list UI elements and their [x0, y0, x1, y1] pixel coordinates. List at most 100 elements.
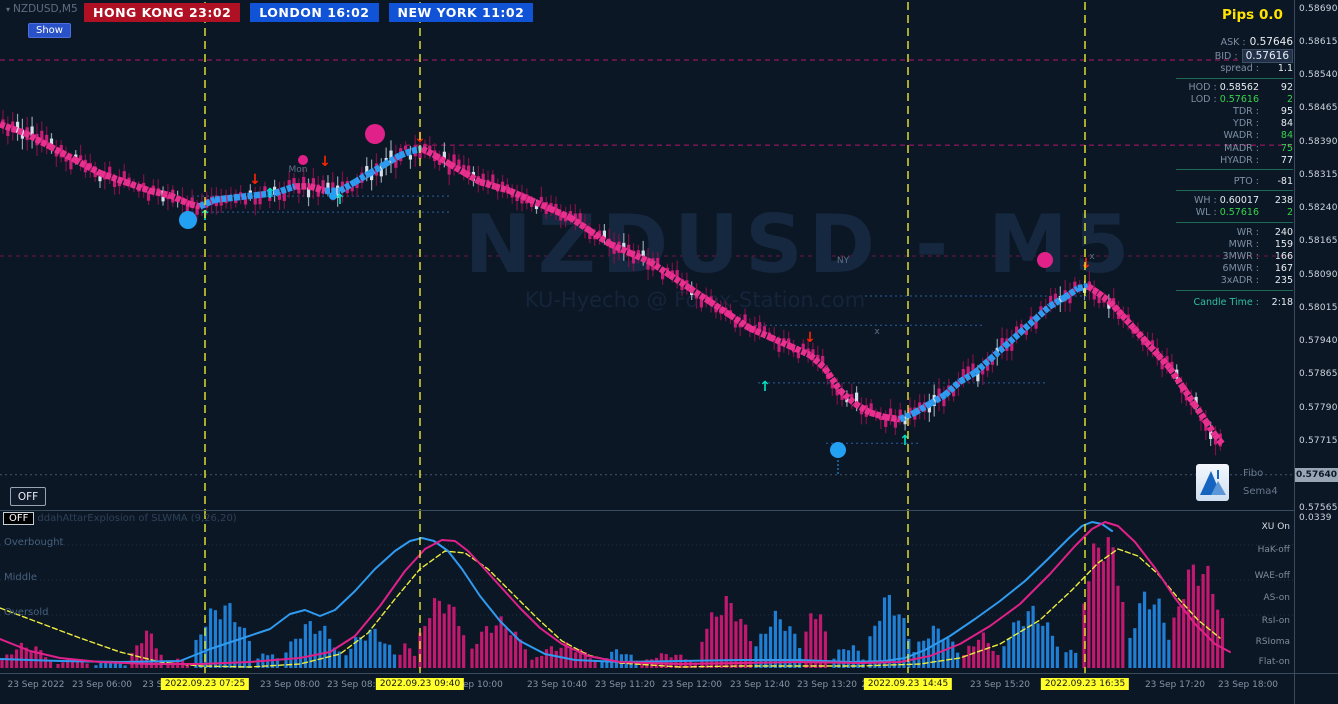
- main-off-button[interactable]: OFF: [10, 487, 46, 506]
- pips-label: Pips 0.0: [1222, 7, 1283, 23]
- time-tick: Sep 10:00: [457, 680, 503, 690]
- stats-panel: ASK :0.57646 BID :0.57616 spread :1.1 HOD :…: [1176, 36, 1293, 309]
- chevron-down-icon: ▾: [6, 5, 11, 14]
- stat-row-wh: WH :0.60017 238: [1193, 195, 1293, 207]
- buy-arrow-icon: ↑: [759, 379, 771, 395]
- stat-row-lod: LOD :0.57616 2: [1190, 93, 1293, 105]
- price-scale-label: 0.57565: [1299, 502, 1338, 513]
- sell-arrow-icon: ↓: [249, 172, 261, 188]
- price-scale-label: 0.58690: [1299, 3, 1338, 14]
- time-tick: 23 Sep 08:40: [326, 680, 388, 690]
- zone-label-overbought: Overbought: [4, 537, 64, 548]
- clock-new-york: NEW YORK 11:02: [388, 3, 534, 22]
- sema4-label: Sema4: [1243, 486, 1278, 497]
- svg-text:KU-Hyecho @ Forex-Station.com: KU-Hyecho @ Forex-Station.com: [525, 288, 865, 312]
- sell-arrow-icon: ↓: [319, 154, 331, 170]
- price-scale-label: 0.57715: [1299, 435, 1338, 446]
- stat-row-tdr: TDR :95: [1233, 106, 1293, 118]
- indicator-toggle-hak-off[interactable]: HaK-off: [1257, 545, 1290, 555]
- time-highlight: 2022.09.23 14:45: [863, 678, 953, 690]
- time-tick: 23 Sep 2022: [7, 680, 65, 690]
- stat-row-hyadr: HYADR :77: [1220, 154, 1293, 166]
- price-scale-label: 0.58465: [1299, 103, 1338, 114]
- buy-arrow-icon: ↑: [899, 433, 911, 449]
- price-scale-label: 0.58090: [1299, 269, 1338, 280]
- indicator-scale-label: 0.0339: [1299, 513, 1332, 523]
- indicator-header: OFF ddahAttarExplosion of SLWMA (9,26,20…: [3, 512, 237, 525]
- price-scale-label: 0.57790: [1299, 402, 1338, 413]
- stat-row-wr: WR :240: [1236, 226, 1293, 238]
- fibo-label: Fibo: [1243, 468, 1264, 479]
- time-tick: 23 Sep 18:00: [1217, 680, 1279, 690]
- time-tick: 23 Sep 10:40: [526, 680, 588, 690]
- stat-row-ask: ASK :0.57646: [1220, 36, 1293, 48]
- time-tick: 23 Sep 12:00: [661, 680, 723, 690]
- buy-arrow-icon: ↑: [264, 186, 276, 202]
- clock-hong-kong: HONG KONG 23:02: [84, 3, 241, 22]
- price-scale-label: 0.58540: [1299, 70, 1338, 81]
- price-scale-label: 0.57865: [1299, 369, 1338, 380]
- time-highlight: 2022.09.23 16:35: [1040, 678, 1130, 690]
- stat-row-bid: BID :0.57616: [1176, 49, 1293, 64]
- sell-arrow-icon: ↓: [804, 330, 816, 346]
- mountain-logo-icon: [1200, 470, 1226, 495]
- indicator-toggle-rsioma[interactable]: RSIoma: [1255, 637, 1290, 647]
- indicator-toggle-rsi-on[interactable]: RsI-on: [1261, 616, 1290, 626]
- session-clocks: HONG KONG 23:02 LONDON 16:02 NEW YORK 11:0…: [84, 3, 534, 22]
- sell-arrow-icon: ↓: [1080, 256, 1092, 272]
- stat-row-wl: WL :0.57616 2: [1195, 207, 1293, 219]
- clock-london: LONDON 16:02: [250, 3, 379, 22]
- time-tick: 23 Sep 11:20: [594, 680, 656, 690]
- indicator-toggle-flat-on[interactable]: Flat-on: [1258, 657, 1290, 667]
- symbol-label: ▾ NZDUSD,M5: [6, 3, 78, 15]
- stat-row-6mwr: 6MWR :167: [1222, 263, 1293, 275]
- price-scale-label: 0.58015: [1299, 302, 1338, 313]
- indicator-title: ddahAttarExplosion of SLWMA (9,26,20): [37, 513, 237, 524]
- price-scale-label: 0.58165: [1299, 236, 1338, 247]
- svg-text:Mon: Mon: [289, 165, 308, 175]
- price-scale-label: 0.57940: [1299, 336, 1338, 347]
- svg-text:NY: NY: [837, 256, 850, 266]
- svg-text:x: x: [1089, 252, 1095, 262]
- stat-row-candle-time: Candle Time :2:18: [1193, 296, 1293, 308]
- stat-row-mwr: MWR :159: [1228, 238, 1293, 250]
- stat-row-3xadr: 3xADR :235: [1220, 275, 1293, 287]
- stat-row-spread: spread :1.1: [1220, 63, 1293, 75]
- stat-row-wadr: WADR :84: [1223, 130, 1293, 142]
- indicator-toggle-as-on[interactable]: AS-on: [1263, 593, 1291, 603]
- time-highlight: 2022.09.23 07:25: [160, 678, 250, 690]
- current-price-box: 0.57640: [1295, 467, 1338, 482]
- stat-row-madr: MADR :75: [1224, 142, 1293, 154]
- time-tick: 23 Sep 17:20: [1144, 680, 1206, 690]
- price-scale[interactable]: 0.58690 0.58615 0.58540 0.58465 0.58390 0.583…: [1294, 0, 1338, 704]
- price-scale-label: 0.58315: [1299, 169, 1338, 180]
- svg-text:x: x: [874, 327, 880, 337]
- price-scale-label: 0.58390: [1299, 136, 1338, 147]
- time-tick: 23 Sep: [142, 680, 174, 690]
- platform-logo: [1196, 464, 1229, 501]
- indicator-chart-canvas[interactable]: [0, 510, 1294, 673]
- price-scale-label: 0.58240: [1299, 203, 1338, 214]
- price-scale-label: 0.58615: [1299, 36, 1338, 47]
- stat-row-3mwr: 3MWR :166: [1222, 251, 1293, 263]
- time-tick: 23 Sep 12:40: [729, 680, 791, 690]
- buy-arrow-icon: ↑: [334, 192, 346, 208]
- show-button[interactable]: Show: [28, 23, 71, 38]
- time-tick: 23 Sep 08:00: [259, 680, 321, 690]
- zone-label-middle: Middle: [4, 572, 38, 583]
- time-tick: 23 Sep 13:20: [796, 680, 858, 690]
- indicator-toggle-wae-off[interactable]: WAE-off: [1254, 571, 1290, 581]
- time-axis[interactable]: 23 Sep 2022 23 Sep 06:00 23 Sep 23 Sep 08:0…: [0, 673, 1338, 704]
- zone-label-oversold: Oversold: [4, 607, 49, 618]
- pips-value: 0.0: [1258, 7, 1283, 23]
- stat-row-ydr: YDR :84: [1233, 118, 1293, 130]
- stat-row-hod: HOD :0.58562 92: [1188, 81, 1293, 93]
- time-tick: 23 Sep 06:00: [71, 680, 133, 690]
- time-tick: 23 Sep 15:20: [969, 680, 1031, 690]
- stat-row-pto: PTO : -81: [1233, 176, 1293, 188]
- indicator-toggle-xu-on[interactable]: XU On: [1261, 522, 1290, 532]
- indicator-off-button[interactable]: OFF: [3, 512, 35, 525]
- time-highlight: 2022.09.23 09:40: [375, 678, 465, 690]
